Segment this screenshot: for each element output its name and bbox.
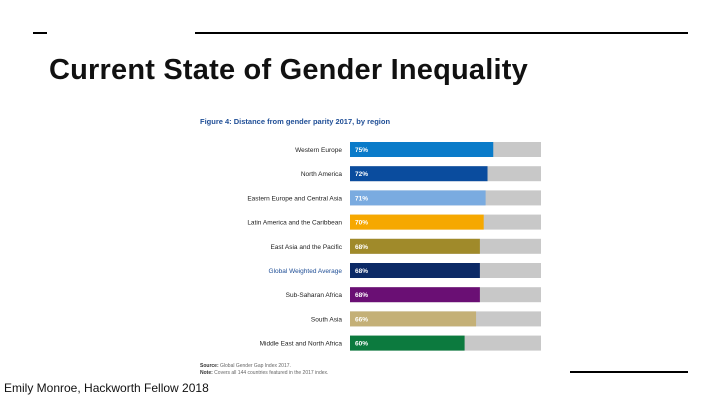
data-label: 68% — [355, 292, 368, 299]
data-label: 72% — [355, 171, 368, 178]
data-label: 66% — [355, 316, 368, 323]
bar — [350, 335, 465, 351]
chart-figure: Figure 4: Distance from gender parity 20… — [170, 110, 550, 380]
category-label: North America — [301, 171, 343, 178]
bar-chart: Western Europe 75% North America 72% Eastern… — [247, 142, 541, 351]
note: Note: Covers all 144 countries featured … — [200, 370, 328, 376]
category-label: Latin America and the Caribbean — [247, 220, 342, 227]
chart-title: Figure 4: Distance from gender parity 20… — [200, 117, 391, 126]
category-label: East Asia and the Pacific — [270, 244, 342, 251]
category-label: Sub-Saharan Africa — [286, 292, 343, 299]
note-text: Covers all 144 countries featured in the… — [214, 370, 329, 376]
bar — [350, 214, 484, 230]
source-note: Source: Global Gender Gap Index 2017. — [200, 363, 291, 369]
bar — [350, 190, 486, 206]
data-label: 71% — [355, 195, 368, 202]
data-label: 68% — [355, 268, 368, 275]
bar — [350, 166, 488, 182]
bar — [350, 287, 480, 303]
bar — [350, 142, 494, 157]
category-label: Global Weighted Average — [269, 268, 343, 275]
source-text: Global Gender Gap Index 2017. — [220, 363, 291, 369]
data-label: 60% — [355, 341, 368, 348]
note-label: Note: — [200, 370, 213, 376]
bar — [350, 238, 480, 254]
slide-title: Current State of Gender Inequality — [49, 54, 528, 86]
bottom-rule-line — [570, 371, 688, 373]
category-label: Middle East and North Africa — [260, 341, 343, 348]
source-label: Source: — [200, 363, 219, 369]
bar — [350, 311, 477, 327]
bar — [350, 263, 480, 278]
data-label: 68% — [355, 244, 368, 251]
category-label: Western Europe — [295, 147, 342, 154]
footer-credit: Emily Monroe, Hackworth Fellow 2018 — [4, 381, 209, 395]
category-label: Eastern Europe and Central Asia — [247, 195, 342, 202]
short-accent-line — [33, 32, 47, 34]
category-label: South Asia — [311, 316, 342, 323]
data-label: 75% — [355, 147, 368, 154]
data-label: 70% — [355, 220, 368, 227]
top-rule-line — [195, 32, 688, 34]
